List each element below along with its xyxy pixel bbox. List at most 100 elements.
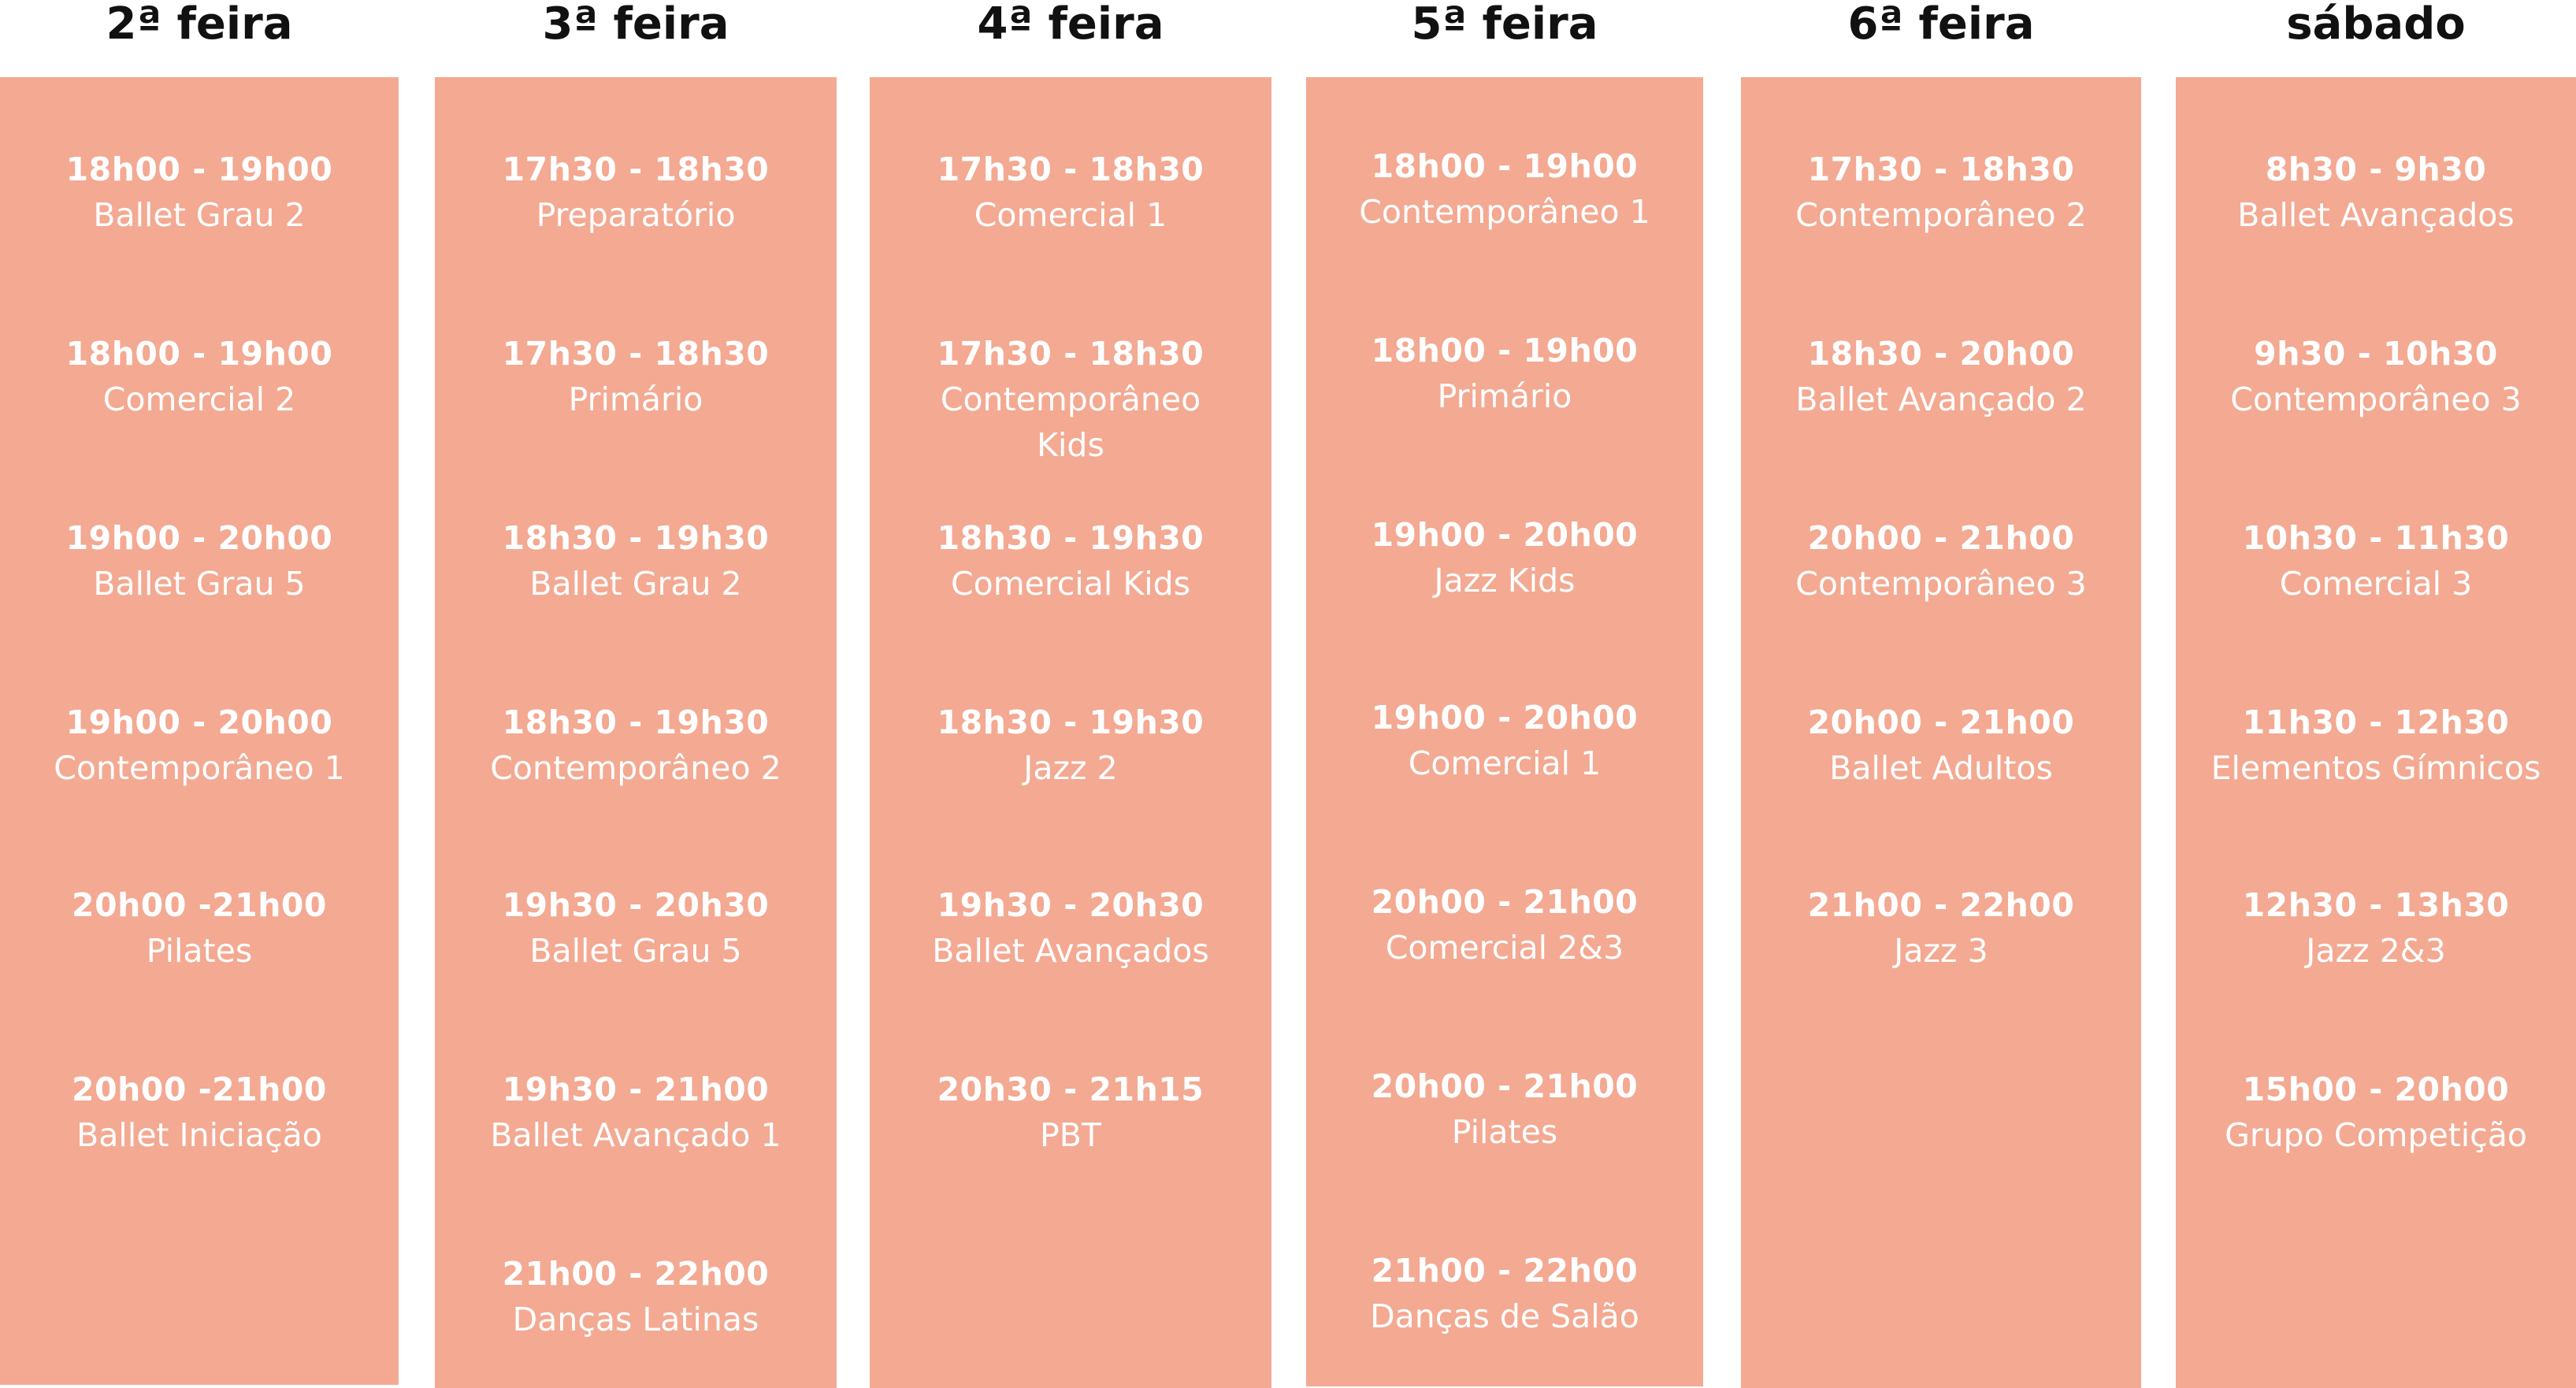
class-slot: 18h00 - 19h00 Contemporâneo 1 bbox=[1306, 143, 1703, 235]
class-time: 20h00 - 21h00 bbox=[1371, 1067, 1639, 1105]
class-time: 15h00 - 20h00 bbox=[2242, 1071, 2510, 1108]
class-slot: 17h30 - 18h30 Contemporâneo Kids bbox=[870, 331, 1271, 468]
class-slot: 18h30 - 19h30 Ballet Grau 2 bbox=[435, 515, 837, 607]
class-name: Pilates bbox=[146, 932, 253, 970]
day-header-friday: 6ª feira bbox=[1847, 0, 2035, 50]
class-time: 20h30 - 21h15 bbox=[937, 1071, 1204, 1108]
class-name: Danças Latinas bbox=[512, 1301, 759, 1338]
class-slot: 18h00 - 19h00 Comercial 2 bbox=[0, 331, 399, 422]
class-name: Ballet Iniciação bbox=[76, 1116, 322, 1154]
class-time: 21h00 - 22h00 bbox=[502, 1255, 770, 1293]
class-slot: 15h00 - 20h00 Grupo Competição bbox=[2176, 1067, 2576, 1158]
class-name: Contemporâneo 3 bbox=[1795, 565, 2087, 603]
class-time: 19h00 - 20h00 bbox=[1371, 516, 1639, 554]
class-slot: 21h00 - 22h00 Danças Latinas bbox=[435, 1251, 837, 1342]
class-time: 8h30 - 9h30 bbox=[2265, 150, 2487, 188]
class-time: 19h00 - 20h00 bbox=[65, 519, 333, 557]
class-name: Comercial 2 bbox=[102, 380, 296, 418]
class-slot: 19h30 - 21h00 Ballet Avançado 1 bbox=[435, 1067, 837, 1158]
class-time: 11h30 - 12h30 bbox=[2242, 703, 2510, 741]
class-slot: 20h00 -21h00 Ballet Iniciação bbox=[0, 1067, 399, 1158]
class-slot: 19h00 - 20h00 Comercial 1 bbox=[1306, 695, 1703, 786]
class-time: 18h30 - 19h30 bbox=[937, 703, 1204, 741]
class-slot: 18h00 - 19h00 Primário bbox=[1306, 328, 1703, 419]
day-header-thursday: 5ª feira bbox=[1411, 0, 1598, 50]
class-time: 17h30 - 18h30 bbox=[1807, 150, 2075, 188]
class-time: 18h30 - 19h30 bbox=[502, 519, 770, 557]
class-name: Contemporâneo Kids bbox=[940, 380, 1201, 464]
class-slot: 21h00 - 22h00 Jazz 3 bbox=[1741, 882, 2141, 974]
class-name: Jazz 3 bbox=[1894, 932, 1988, 970]
class-name: Ballet Avançados bbox=[932, 932, 1209, 970]
class-time: 19h00 - 20h00 bbox=[1371, 699, 1639, 737]
class-slot: 10h30 - 11h30 Comercial 3 bbox=[2176, 515, 2576, 607]
class-slot: 20h00 -21h00 Pilates bbox=[0, 882, 399, 974]
class-time: 20h00 - 21h00 bbox=[1371, 883, 1639, 921]
class-name: Comercial Kids bbox=[951, 565, 1190, 603]
class-time: 18h00 - 19h00 bbox=[1371, 332, 1639, 369]
class-name: Jazz 2 bbox=[1023, 749, 1118, 787]
class-time: 20h00 - 21h00 bbox=[1807, 519, 2075, 557]
class-time: 18h30 - 20h00 bbox=[1807, 335, 2075, 373]
class-slot: 18h00 - 19h00 Ballet Grau 2 bbox=[0, 147, 399, 238]
day-column-saturday: 8h30 - 9h30 Ballet Avançados 9h30 - 10h3… bbox=[2176, 77, 2576, 1388]
class-slot: 8h30 - 9h30 Ballet Avançados bbox=[2176, 147, 2576, 238]
class-name: Contemporâneo 2 bbox=[1795, 196, 2087, 234]
class-slot: 19h00 - 20h00 Jazz Kids bbox=[1306, 512, 1703, 603]
class-time: 19h30 - 21h00 bbox=[502, 1071, 770, 1108]
class-name: Ballet Grau 5 bbox=[529, 932, 742, 970]
class-time: 20h00 -21h00 bbox=[72, 886, 327, 924]
class-time: 17h30 - 18h30 bbox=[937, 335, 1204, 373]
class-time: 21h00 - 22h00 bbox=[1371, 1252, 1639, 1290]
class-slot: 19h30 - 20h30 Ballet Grau 5 bbox=[435, 882, 837, 974]
class-time: 21h00 - 22h00 bbox=[1807, 886, 2075, 924]
class-slot: 21h00 - 22h00 Danças de Salão bbox=[1306, 1248, 1703, 1339]
class-slot: 20h00 - 21h00 Contemporâneo 3 bbox=[1741, 515, 2141, 607]
class-name: Ballet Adultos bbox=[1829, 749, 2053, 787]
class-time: 17h30 - 18h30 bbox=[937, 150, 1204, 188]
class-time: 10h30 - 11h30 bbox=[2242, 519, 2510, 557]
class-slot: 12h30 - 13h30 Jazz 2&3 bbox=[2176, 882, 2576, 974]
class-time: 18h00 - 19h00 bbox=[65, 150, 333, 188]
day-header-saturday: sábado bbox=[2286, 0, 2466, 50]
day-column-tuesday: 17h30 - 18h30 Preparatório 17h30 - 18h30… bbox=[435, 77, 837, 1388]
class-time: 20h00 -21h00 bbox=[72, 1071, 327, 1108]
class-name: Preparatório bbox=[536, 196, 736, 234]
class-slot: 20h00 - 21h00 Comercial 2&3 bbox=[1306, 879, 1703, 970]
class-slot: 20h00 - 21h00 Ballet Adultos bbox=[1741, 700, 2141, 791]
class-time: 19h00 - 20h00 bbox=[65, 703, 333, 741]
day-column-monday: 18h00 - 19h00 Ballet Grau 2 18h00 - 19h0… bbox=[0, 77, 399, 1385]
class-name: Ballet Avançados bbox=[2237, 196, 2515, 234]
day-header-tuesday: 3ª feira bbox=[542, 0, 729, 50]
class-name: Ballet Grau 2 bbox=[93, 196, 306, 234]
class-name: Ballet Grau 2 bbox=[529, 565, 742, 603]
day-column-wednesday: 17h30 - 18h30 Comercial 1 17h30 - 18h30 … bbox=[870, 77, 1271, 1388]
class-name: Ballet Grau 5 bbox=[93, 565, 306, 603]
class-name: Elementos Gímnicos bbox=[2210, 749, 2541, 787]
day-column-friday: 17h30 - 18h30 Contemporâneo 2 18h30 - 20… bbox=[1741, 77, 2141, 1388]
class-name: Ballet Avançado 2 bbox=[1795, 380, 2087, 418]
class-slot: 20h30 - 21h15 PBT bbox=[870, 1067, 1271, 1158]
class-name: Comercial 2&3 bbox=[1385, 929, 1624, 967]
class-slot: 17h30 - 18h30 Comercial 1 bbox=[870, 147, 1271, 238]
class-time: 18h00 - 19h00 bbox=[65, 335, 333, 373]
class-name: Contemporâneo 1 bbox=[1359, 193, 1650, 231]
class-time: 18h30 - 19h30 bbox=[502, 703, 770, 741]
class-name: Jazz Kids bbox=[1434, 562, 1576, 599]
class-slot: 17h30 - 18h30 Preparatório bbox=[435, 147, 837, 238]
class-slot: 18h30 - 19h30 Jazz 2 bbox=[870, 700, 1271, 791]
class-name: Ballet Avançado 1 bbox=[490, 1116, 781, 1154]
class-time: 12h30 - 13h30 bbox=[2242, 886, 2510, 924]
class-slot: 19h00 - 20h00 Contemporâneo 1 bbox=[0, 700, 399, 791]
class-time: 19h30 - 20h30 bbox=[502, 886, 770, 924]
class-name: Contemporâneo 2 bbox=[490, 749, 781, 787]
class-slot: 17h30 - 18h30 Contemporâneo 2 bbox=[1741, 147, 2141, 238]
class-time: 9h30 - 10h30 bbox=[2254, 335, 2498, 373]
class-name: Contemporâneo 3 bbox=[2230, 380, 2522, 418]
class-time: 17h30 - 18h30 bbox=[502, 150, 770, 188]
class-time: 18h30 - 19h30 bbox=[937, 519, 1204, 557]
class-slot: 11h30 - 12h30 Elementos Gímnicos bbox=[2176, 700, 2576, 791]
class-slot: 18h30 - 19h30 Comercial Kids bbox=[870, 515, 1271, 607]
class-time: 18h00 - 19h00 bbox=[1371, 147, 1639, 185]
class-name: Comercial 3 bbox=[2279, 565, 2473, 603]
